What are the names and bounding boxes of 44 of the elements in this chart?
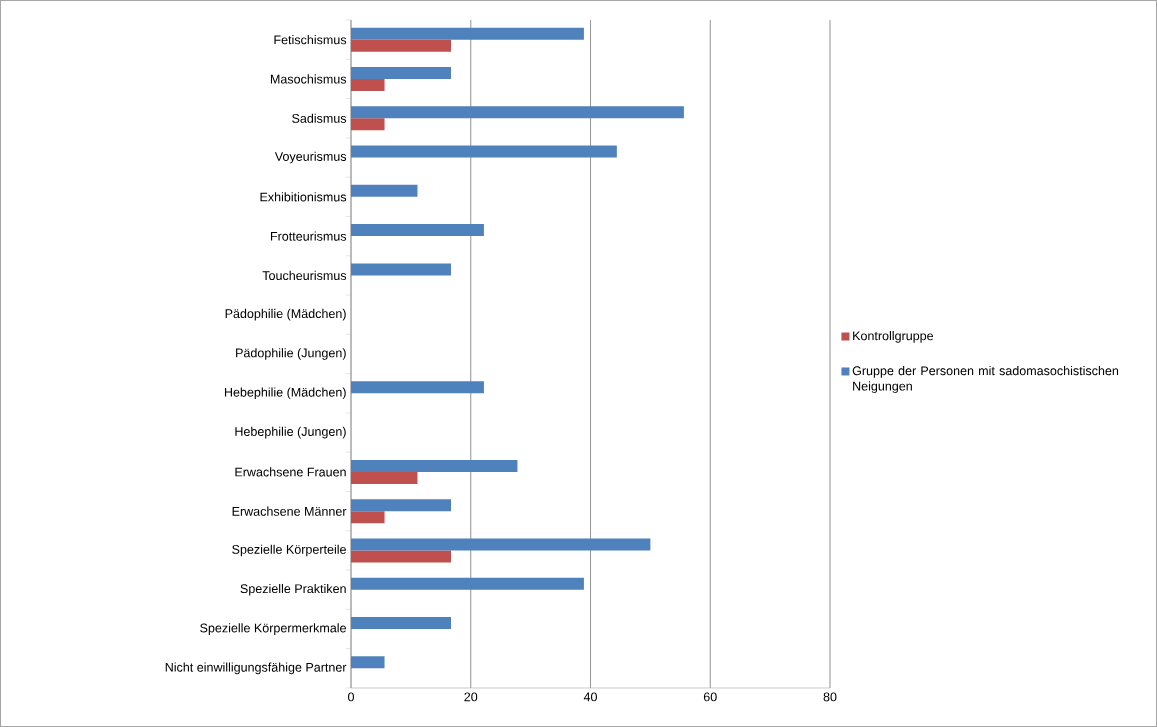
bar xyxy=(351,471,418,484)
y-tick-label: Voyeurismus xyxy=(274,151,347,164)
y-tick-label: Erwachsene Frauen xyxy=(235,467,346,477)
x-tick-label: 40 xyxy=(583,692,597,702)
y-tick-label: Hebephilie (Jungen) xyxy=(235,426,346,439)
x-tick-label: 60 xyxy=(703,692,717,702)
y-tick-label: Nicht einwilligungsfähige Partner xyxy=(165,662,347,675)
bar xyxy=(351,39,451,52)
bar xyxy=(351,118,385,131)
y-tick-label: Pädophilie (Jungen) xyxy=(236,348,346,360)
legend-label: Gruppe der Personen mit sadomasochistischen Neigungen xyxy=(852,366,1119,393)
y-tick-label: Erwachsene Männer xyxy=(232,506,347,516)
bar xyxy=(351,656,385,669)
y-tick-label: Spezielle Körperteile xyxy=(232,544,346,557)
x-tick-label: 80 xyxy=(823,692,837,702)
bar xyxy=(351,66,451,79)
bar xyxy=(351,499,451,512)
y-tick-label: Hebephilie (Mädchen) xyxy=(224,387,346,400)
y-tick-label: Fetischismus xyxy=(274,35,347,45)
x-tick-label: 0 xyxy=(348,692,354,702)
bar xyxy=(351,577,584,590)
bar xyxy=(351,538,651,551)
y-tick-label: Masochismus xyxy=(270,74,347,84)
bar xyxy=(351,27,584,40)
y-tick-label: Spezielle Praktiken xyxy=(240,583,346,596)
bar xyxy=(351,550,451,563)
bar xyxy=(351,459,518,472)
bar xyxy=(351,511,385,524)
y-tick-label: Spezielle Körpermerkmale xyxy=(200,623,346,635)
bar xyxy=(351,184,418,197)
y-tick-label: Frotteurismus xyxy=(270,231,347,241)
y-tick-label: Exhibitionismus xyxy=(260,192,347,202)
bar xyxy=(351,263,451,276)
y-tick-label: Toucheurismus xyxy=(262,270,347,281)
x-tick-label: 20 xyxy=(464,692,478,702)
bar xyxy=(351,381,484,394)
bar xyxy=(351,78,385,91)
legend-label: Kontrollgruppe xyxy=(853,331,934,343)
y-tick-label: Pädophilie (Mädchen) xyxy=(225,308,346,321)
bar xyxy=(351,224,484,237)
bar xyxy=(351,145,617,158)
bar xyxy=(351,106,684,119)
y-tick-label: Sadismus xyxy=(292,113,347,123)
bar xyxy=(351,617,451,630)
